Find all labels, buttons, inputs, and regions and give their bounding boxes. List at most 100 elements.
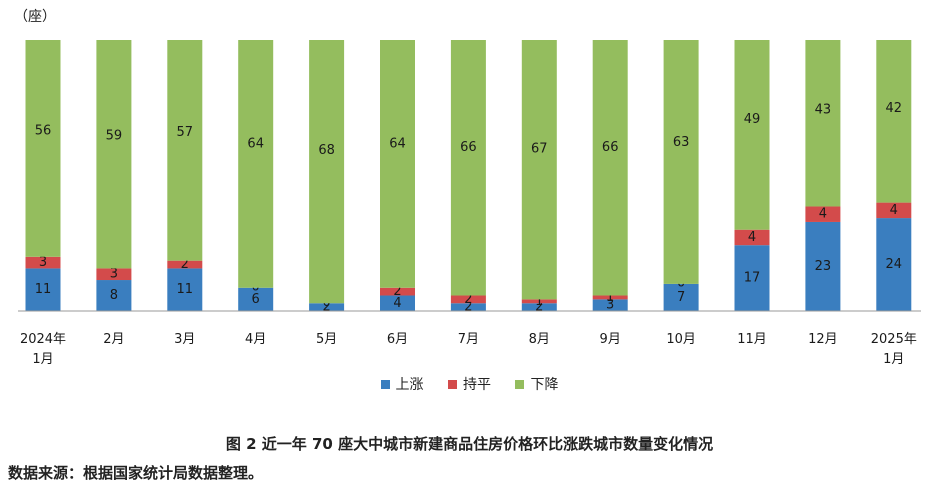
- x-tick-label-11: 12月: [808, 332, 838, 347]
- legend-item-flat: 持平: [448, 374, 491, 394]
- bar-up-5: [380, 295, 415, 311]
- x-tick-label-10: 11月: [737, 332, 767, 347]
- legend: 上涨 持平 下降: [0, 374, 939, 394]
- bar-down-12: [876, 40, 912, 203]
- legend-item-down: 下降: [515, 374, 558, 394]
- figure-caption: 图 2 近一年 70 座大中城市新建商品住房价格环比涨跌城市数量变化情况: [225, 435, 714, 453]
- legend-label-flat: 持平: [463, 377, 491, 393]
- data-label-up-12: 24: [886, 257, 903, 272]
- data-label-down-0: 56: [35, 124, 52, 139]
- data-label-down-2: 57: [177, 125, 194, 140]
- legend-label-up: 上涨: [395, 377, 424, 393]
- data-label-flat-0: 3: [39, 255, 47, 270]
- data-label-up-6: 2: [464, 300, 472, 315]
- data-label-down-6: 66: [460, 140, 477, 155]
- bar-up-10: [734, 245, 770, 311]
- bar-flat-11: [805, 206, 841, 222]
- data-label-up-2: 11: [177, 282, 194, 297]
- x-tick-label-12: 2025年 1月: [871, 332, 917, 367]
- bar-flat-8: [592, 295, 628, 300]
- data-label-flat-6: 2: [464, 292, 472, 307]
- data-label-flat-11: 4: [819, 207, 827, 222]
- bar-down-8: [592, 40, 628, 296]
- bar-flat-10: [734, 229, 770, 246]
- data-label-flat-7: 1: [535, 294, 543, 309]
- bar-up-2: [167, 268, 203, 311]
- bar-up-7: [521, 303, 557, 311]
- bar-up-1: [96, 280, 132, 311]
- data-label-up-4: 2: [322, 300, 330, 315]
- x-tick-label-3: 4月: [245, 332, 266, 347]
- data-label-flat-5: 2: [393, 284, 401, 299]
- data-label-up-5: 4: [393, 296, 401, 311]
- legend-swatch-flat: [448, 379, 457, 389]
- bar-up-9: [663, 283, 699, 311]
- data-label-down-8: 66: [602, 140, 619, 155]
- bar-up-12: [876, 218, 912, 311]
- bar-down-0: [25, 40, 61, 257]
- bar-flat-2: [167, 260, 203, 269]
- data-source-note: 数据来源：根据国家统计局数据整理。: [8, 464, 264, 482]
- stacked-bar-chart: 1135683591125760642068426422662167316670…: [18, 40, 921, 367]
- legend-swatch-up: [380, 379, 390, 389]
- data-label-flat-2: 2: [181, 257, 189, 272]
- bar-flat-0: [25, 256, 61, 269]
- bar-down-4: [309, 40, 345, 304]
- bar-flat-5: [380, 287, 415, 296]
- bars-layer: 1135683591125760642068426422662167316670…: [25, 40, 912, 315]
- legend-item-up: 上涨: [380, 374, 424, 394]
- bar-up-11: [805, 221, 841, 311]
- data-label-up-0: 11: [35, 282, 52, 297]
- data-label-up-7: 2: [535, 300, 543, 315]
- data-label-down-11: 43: [815, 102, 832, 117]
- x-tick-label-4: 5月: [316, 332, 337, 347]
- data-label-down-10: 49: [744, 112, 761, 127]
- data-label-down-7: 67: [531, 141, 548, 156]
- x-tick-label-7: 8月: [529, 332, 550, 347]
- bar-up-0: [25, 268, 61, 311]
- bar-down-7: [521, 40, 557, 300]
- bar-up-6: [450, 303, 486, 311]
- bar-flat-7: [521, 299, 557, 304]
- bar-down-3: [238, 40, 274, 288]
- data-label-down-5: 64: [389, 137, 406, 152]
- x-tick-label-2: 3月: [174, 332, 195, 347]
- data-label-down-1: 59: [106, 128, 123, 143]
- bar-up-8: [592, 299, 628, 311]
- data-label-up-10: 17: [744, 271, 761, 286]
- bar-down-2: [167, 40, 203, 261]
- data-label-up-3: 6: [252, 292, 260, 307]
- data-label-up-9: 7: [677, 290, 685, 305]
- data-label-down-3: 64: [247, 137, 264, 152]
- bar-down-10: [734, 40, 770, 230]
- x-tick-labels: 2024年 1月 2月 3月 4月 5月 6月 7月 8月 9月 10月 11月 12月 2025年 1月: [20, 332, 917, 367]
- bar-up-3: [238, 287, 274, 311]
- bar-flat-12: [876, 202, 912, 219]
- data-label-up-8: 3: [606, 298, 614, 313]
- data-label-flat-10: 4: [748, 230, 756, 245]
- legend-label-down: 下降: [530, 377, 559, 393]
- x-tick-label-9: 10月: [666, 332, 696, 347]
- data-label-up-1: 8: [110, 288, 118, 303]
- bar-flat-6: [450, 295, 486, 304]
- bar-down-11: [805, 40, 841, 207]
- x-tick-label-0: 2024年 1月: [20, 332, 66, 367]
- bar-down-5: [380, 40, 415, 288]
- x-tick-label-8: 9月: [600, 332, 621, 347]
- data-label-down-9: 63: [673, 135, 690, 150]
- bar-down-9: [663, 40, 699, 284]
- data-label-flat-12: 4: [890, 203, 898, 218]
- data-label-flat-8: 1: [606, 290, 614, 305]
- bar-up-4: [309, 303, 345, 311]
- legend-swatch-down: [515, 379, 525, 389]
- x-tick-label-1: 2月: [103, 332, 124, 347]
- bar-flat-1: [96, 268, 132, 281]
- bar-down-6: [450, 40, 486, 296]
- data-label-up-11: 23: [815, 259, 832, 274]
- x-tick-label-5: 6月: [387, 332, 408, 347]
- data-label-down-4: 68: [318, 143, 335, 158]
- data-label-down-12: 42: [886, 101, 903, 116]
- x-tick-label-6: 7月: [458, 332, 479, 347]
- bar-down-1: [96, 40, 132, 269]
- y-unit-label: （座）: [14, 9, 56, 25]
